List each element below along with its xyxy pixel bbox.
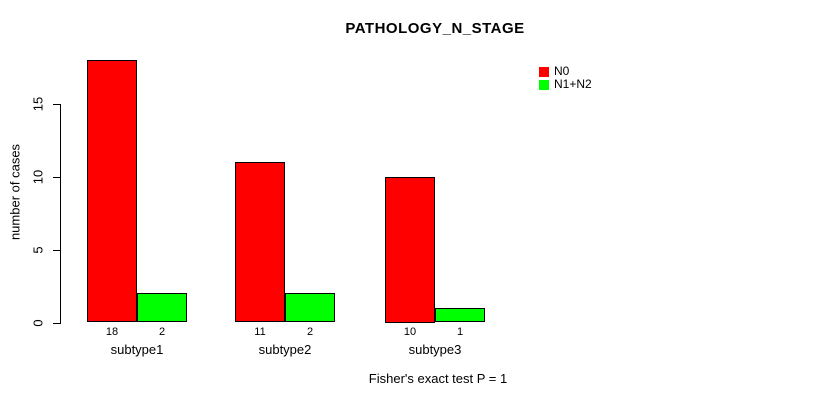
bar-n1n2-subtype3 bbox=[435, 307, 485, 323]
bar-value-label: 1 bbox=[456, 326, 464, 338]
bar-n0-subtype3 bbox=[385, 176, 435, 323]
y-axis-tick-label: 5 bbox=[30, 245, 46, 254]
bar-value-label: 2 bbox=[306, 326, 314, 338]
bar-value-label: 11 bbox=[254, 326, 266, 338]
y-axis-tick bbox=[53, 176, 60, 178]
y-axis-tick-label: 15 bbox=[30, 96, 46, 111]
y-axis-tick bbox=[53, 103, 60, 105]
legend-item: N0 bbox=[539, 65, 592, 78]
bar-value-label: 2 bbox=[158, 326, 166, 338]
legend-item: N1+N2 bbox=[539, 78, 592, 91]
bar-value-label: 10 bbox=[403, 326, 417, 338]
y-axis-tick-label: 0 bbox=[30, 318, 46, 327]
bar-n1n2-subtype2 bbox=[285, 293, 335, 323]
y-axis-tick bbox=[53, 249, 60, 251]
legend: N0 N1+N2 bbox=[539, 65, 592, 91]
legend-swatch bbox=[539, 79, 549, 90]
legend-label: N0 bbox=[554, 64, 570, 78]
y-axis-line bbox=[60, 103, 61, 324]
bar-n0-subtype2 bbox=[235, 161, 285, 323]
bar-value-label: 18 bbox=[105, 326, 119, 338]
category-label-subtype1: subtype1 bbox=[110, 342, 164, 357]
category-label-subtype3: subtype3 bbox=[408, 342, 462, 357]
chart-title: PATHOLOGY_N_STAGE bbox=[345, 20, 525, 37]
y-axis-tick bbox=[53, 322, 60, 324]
bar-n0-subtype1 bbox=[87, 59, 137, 323]
legend-label: N1+N2 bbox=[554, 77, 592, 91]
y-axis-tick-label: 10 bbox=[30, 169, 46, 184]
x-axis-caption: Fisher's exact test P = 1 bbox=[368, 371, 508, 386]
category-label-subtype2: subtype2 bbox=[258, 342, 312, 357]
bar-n1n2-subtype1 bbox=[137, 293, 187, 323]
legend-swatch bbox=[539, 66, 549, 77]
